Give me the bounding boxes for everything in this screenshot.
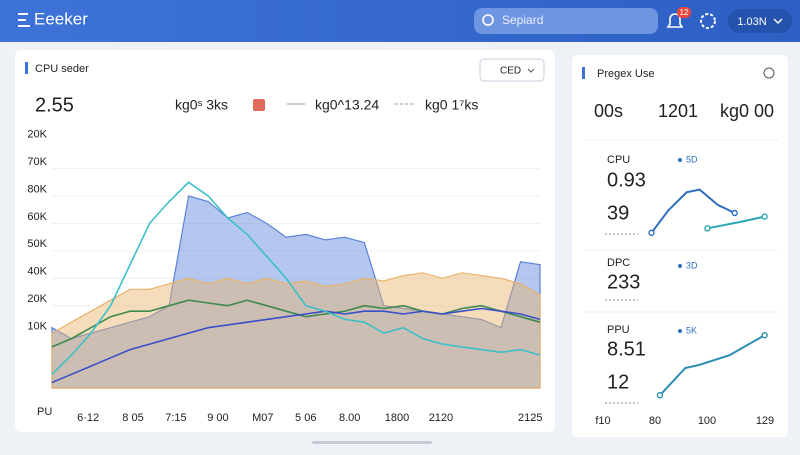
- scrollbar[interactable]: [312, 441, 432, 444]
- line: [51, 181, 541, 375]
- y-tick-label: 60K: [27, 211, 47, 223]
- stat: 2.55: [35, 94, 74, 116]
- main-plot: 20K 70K 80K 60K 50K 40K 20K 10K 6·12 8 05 7:15 9 00…: [27, 129, 542, 424]
- section-tag: 5K: [686, 325, 697, 335]
- section-tag: 5D: [686, 154, 698, 164]
- title-marker: [582, 67, 585, 79]
- logo: Eeeker: [34, 9, 88, 28]
- x-tick-label: 1800: [385, 412, 409, 424]
- logo-icon: [18, 13, 30, 27]
- x-tick-label: 9 00: [207, 412, 228, 424]
- side-card: [572, 55, 788, 437]
- stat: kg0^13.24: [315, 97, 379, 113]
- section-label: DPC: [607, 257, 630, 269]
- side-title: Pregex Use: [597, 68, 654, 80]
- mini-line: [707, 215, 765, 230]
- bell-icon[interactable]: [666, 13, 684, 28]
- search-box[interactable]: [474, 8, 658, 34]
- side-x-label: 100: [698, 415, 716, 427]
- x-tick-label: 2120: [429, 412, 453, 424]
- mini-point: [656, 392, 664, 399]
- user-name: 1.03N: [737, 16, 766, 28]
- mini-line: [659, 334, 766, 396]
- mini-point: [704, 225, 711, 232]
- x-tick-label: M07: [252, 412, 273, 424]
- dropdown-arrow: [527, 68, 535, 73]
- chevron: [773, 18, 783, 24]
- mini-point: [761, 332, 768, 339]
- stat: kg0 1⁷ks: [425, 97, 478, 113]
- x-tick-label: 8 05: [122, 412, 143, 424]
- y-tick-label: 70K: [27, 156, 47, 168]
- settings-icon[interactable]: [700, 13, 716, 29]
- side-stat: 00s: [594, 101, 623, 121]
- line: [51, 299, 541, 348]
- search-placeholder: Sepiard: [502, 13, 543, 27]
- y-tick-label: 50K: [27, 238, 47, 250]
- section-label: CPU: [607, 154, 630, 166]
- x-tick-label: 6·12: [77, 412, 99, 424]
- area: [51, 272, 541, 389]
- section-value: 39: [607, 202, 629, 224]
- section-value: 12: [607, 371, 629, 393]
- y-tick-label: 10K: [27, 320, 47, 332]
- tag-dot: [678, 329, 682, 333]
- side-x-label: 129: [756, 415, 774, 427]
- y-tick-label: 20K: [27, 293, 47, 305]
- legend-icon: [253, 99, 265, 111]
- x-tick-label: 8.00: [339, 412, 360, 424]
- stat: kg0ˢ 3ks: [175, 97, 228, 113]
- mini-point: [731, 209, 738, 217]
- search-icon: [482, 14, 494, 26]
- section-value: 8.51: [607, 338, 646, 360]
- y-tick-label: 40K: [27, 266, 47, 278]
- title-marker: [25, 62, 28, 74]
- badge-count: 12: [680, 8, 689, 17]
- info-icon[interactable]: [763, 67, 775, 79]
- dropdown-label: CED: [500, 66, 521, 77]
- line: [51, 307, 541, 384]
- mini-point: [761, 213, 768, 220]
- y-tick-label: 80K: [27, 183, 47, 195]
- tag-dot: [678, 158, 682, 162]
- x-tick-label: 5 06: [295, 412, 316, 424]
- y-tick-label: 20K: [27, 129, 47, 141]
- section-label: PPU: [607, 324, 630, 336]
- badge: [677, 7, 691, 18]
- axis-label: PU: [37, 406, 52, 418]
- mini-point: [648, 229, 655, 237]
- mini-line: [650, 188, 736, 234]
- user-button[interactable]: [728, 9, 792, 33]
- dropdown[interactable]: [479, 58, 545, 82]
- side-x-label: 80: [649, 415, 661, 427]
- x-tick-label: 2125: [518, 412, 542, 424]
- tag-dot: [678, 264, 682, 268]
- x-tick-label: 7:15: [165, 412, 186, 424]
- section-tag: 3D: [686, 260, 698, 270]
- main-title: CPU seder: [35, 63, 89, 75]
- side-x-label: f10: [595, 415, 610, 427]
- side-stat: 1201: [658, 101, 698, 121]
- section-value: 233: [607, 271, 640, 293]
- section-value: 0.93: [607, 169, 646, 191]
- header: [0, 0, 800, 42]
- side-stat: kg0 00: [720, 101, 774, 121]
